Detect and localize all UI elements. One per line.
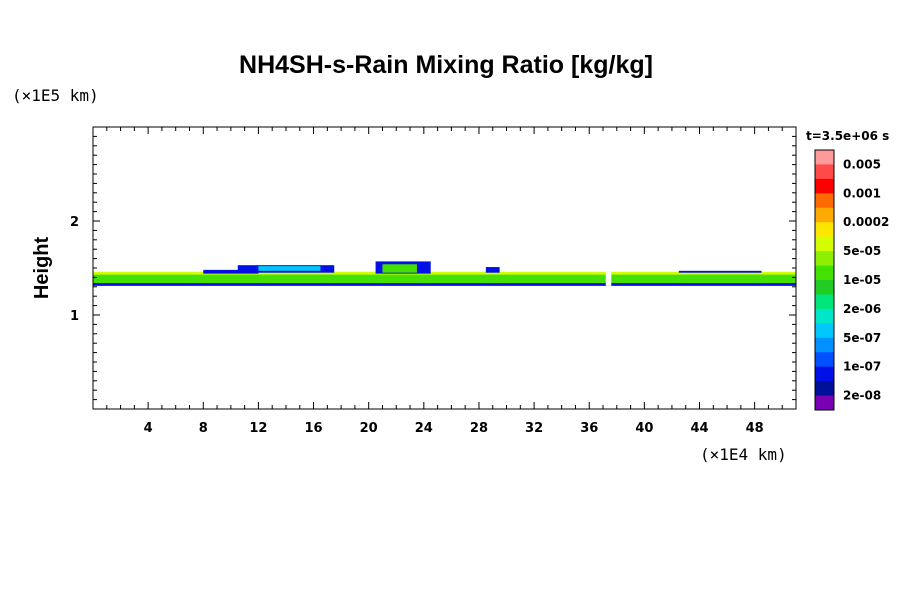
y-axis-label: Height [31, 237, 53, 300]
layer-cloud-top-5 [678, 270, 762, 273]
colorbar-label: 5e-07 [843, 331, 881, 345]
x-tick-label: 20 [360, 421, 378, 436]
colorbar-label: 2e-06 [843, 302, 881, 316]
colorbar-swatch [815, 251, 834, 267]
chart-title: NH4SH-s-Rain Mixing Ratio [kg/kg] [239, 51, 653, 79]
layer-cloud-top-1 [203, 269, 259, 274]
colorbar-swatch [815, 381, 834, 397]
colorbar-label: 1e-05 [843, 273, 881, 287]
colorbar-swatch [815, 193, 834, 209]
colorbar-frame [814, 149, 835, 411]
colorbar-swatch [815, 395, 834, 411]
colorbar-swatch [815, 366, 834, 382]
plot-frame [92, 126, 797, 410]
time-label: t=3.5e+06 s [806, 129, 889, 143]
layer-band-core [93, 272, 796, 285]
colorbar-label: 0.0002 [843, 215, 889, 229]
x-tick-label: 44 [690, 421, 708, 436]
colorbar-swatch [815, 236, 834, 252]
colorbar-swatch [815, 280, 834, 295]
colorbar-swatch [815, 337, 834, 353]
colorbar-swatch [815, 222, 834, 238]
colorbar-swatch [815, 207, 834, 223]
colorbar-swatch [815, 150, 834, 165]
colorbar-label: 0.001 [843, 186, 881, 200]
y-tick-label: 1 [70, 309, 79, 324]
colorbar-swatch [815, 178, 834, 194]
colorbar-swatch [815, 294, 834, 310]
x-tick-label: 28 [470, 421, 488, 436]
colorbar-swatch [815, 265, 834, 281]
x-tick-label: 32 [525, 421, 543, 436]
x-tick-label: 8 [199, 421, 208, 436]
layer-cloud-top-2b [258, 266, 321, 271]
x-tick-label: 24 [415, 421, 433, 436]
colorbar-swatch [815, 323, 834, 339]
colorbar-swatch [815, 308, 834, 324]
x-tick-label: 16 [305, 421, 323, 436]
x-tick-label: 40 [635, 421, 653, 436]
x-tick-label: 36 [580, 421, 598, 436]
x-scale-note: (×1E4 km) [700, 445, 787, 464]
colorbar-swatch [815, 164, 834, 180]
colorbar-label: 1e-07 [843, 360, 881, 374]
colorbar-label: 2e-08 [843, 389, 881, 403]
colorbar-swatch [815, 352, 834, 368]
y-scale-note: (×1E5 km) [12, 86, 99, 105]
x-tick-label: 4 [144, 421, 153, 436]
layer-band-upper-edge [93, 271, 796, 275]
colorbar: 0.005 0.001 0.0002 5e-05 1e-05 2e-06 5e-07 1e-0… [814, 149, 889, 411]
x-tick-label: 12 [249, 421, 267, 436]
plot-layers [93, 261, 796, 286]
layer-cloud-top-3b [382, 264, 417, 273]
colorbar-label: 0.005 [843, 157, 881, 171]
x-tick-label: 48 [746, 421, 764, 436]
layer-band-lower-edge [93, 283, 796, 286]
colorbar-label: 5e-05 [843, 244, 881, 258]
layer-gap-1 [605, 271, 612, 286]
y-tick-label: 2 [70, 215, 79, 230]
layer-cloud-top-4 [485, 267, 500, 273]
